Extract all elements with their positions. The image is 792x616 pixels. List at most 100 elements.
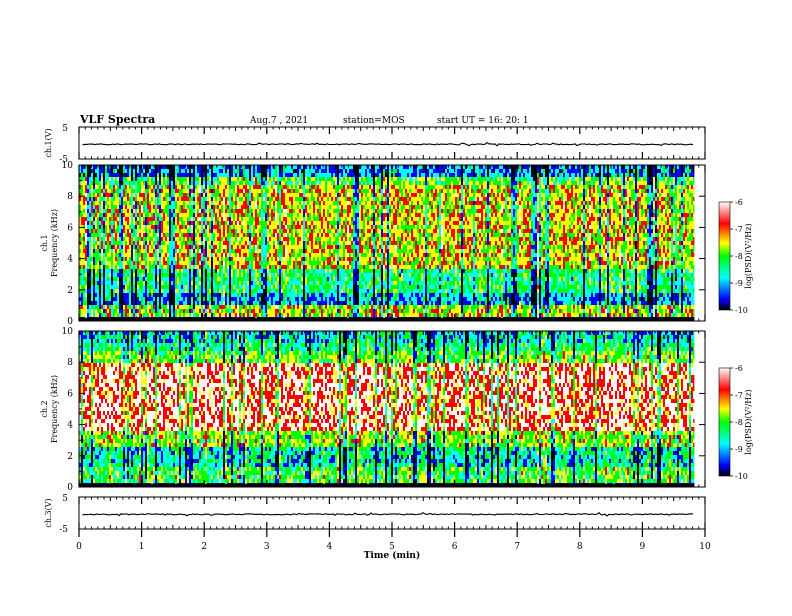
spectrogram-cell [293,201,295,205]
spectrogram-cell [301,209,303,213]
spectrogram-cell [283,281,285,285]
spectrogram-cell [323,277,325,281]
spectrogram-cell [255,173,257,177]
spectrogram-cell [243,253,245,257]
spectrogram-cell [145,313,147,317]
spectrogram-cell [297,181,299,185]
spectrogram-cell [79,285,81,289]
spectrogram-cell [79,281,81,285]
spectrogram-cell [323,213,325,217]
spectrogram-cell [279,293,281,297]
spectrogram-cell [161,253,163,257]
spectrogram-cell [159,205,161,209]
spectrogram-cell [203,221,205,225]
spectrogram-cell [169,265,171,269]
spectrogram-cell [253,265,255,269]
spectrogram-cell [315,305,317,309]
spectrogram-cell [295,313,297,317]
spectrogram-cell [259,313,261,317]
spectrogram-cell [89,233,91,237]
spectrogram-cell [293,249,295,253]
spectrogram-cell [203,241,205,245]
spectrogram-cell [179,169,181,173]
spectrogram-cell [115,257,117,261]
spectrogram-cell [87,209,89,213]
spectrogram-cell [291,237,293,241]
spectrogram-cell [117,301,119,305]
spectrogram-cell [241,237,243,241]
spectrogram-cell [311,313,313,317]
spectrogram-cell [221,177,223,181]
spectrogram-cell [159,269,161,273]
spectrogram-cell [163,221,165,225]
spectrogram-cell [193,265,195,269]
spectrogram-cell [259,309,261,313]
spectrogram-cell [145,277,147,281]
spectrogram-cell [107,237,109,241]
spectrogram-cell [281,205,283,209]
spectrogram-cell [255,225,257,229]
spectrogram-cell [235,285,237,289]
spectrogram-cell [93,241,95,245]
spectrogram-cell [251,241,253,245]
spectrogram-cell [277,181,279,185]
spectrogram-cell [119,269,121,273]
spectrogram-cell [107,233,109,237]
spectrogram-cell [193,201,195,205]
spectrogram-cell [137,297,139,301]
spectrogram-cell [153,281,155,285]
spectrogram-cell [149,281,151,285]
spectrogram-cell [181,273,183,277]
spectrogram-cell [283,289,285,293]
spectrogram-cell [145,225,147,229]
spectrogram-cell [169,253,171,257]
spectrogram-cell [79,189,81,193]
spectrogram-cell [149,253,151,257]
spectrogram-cell [137,309,139,313]
spectrogram-cell [303,193,305,197]
spectrogram-cell [319,221,321,225]
spectrogram-cell [97,293,99,297]
spectrogram-cell [227,249,229,253]
spectrogram-cell [119,205,121,209]
spectrogram-cell [175,217,177,221]
spectrogram-cell [331,229,333,233]
spectrogram-cell [283,185,285,189]
spectrogram-cell [167,273,169,277]
spectrogram-cell [291,173,293,177]
spectrogram-cell [293,269,295,273]
spectrogram-cell [327,221,329,225]
spectrogram-cell [329,189,331,193]
spectrogram-cell [105,229,107,233]
spectrogram-cell [103,269,105,273]
spectrogram-cell [285,189,287,193]
spectrogram-cell [121,229,123,233]
spectrogram-cell [91,209,93,213]
spectrogram-cell [193,281,195,285]
spectrogram-cell [217,245,219,249]
spectrogram-cell [331,209,333,213]
spectrogram-cell [125,213,127,217]
spectrogram-cell [101,181,103,185]
spectrogram-cell [305,185,307,189]
spectrogram-cell [279,277,281,281]
spectrogram-cell [299,265,301,269]
spectrogram-cell [129,181,131,185]
spectrogram-cell [241,277,243,281]
spectrogram-cell [235,293,237,297]
spectrogram-cell [297,309,299,313]
spectrogram-cell [237,277,239,281]
spectrogram-cell [253,249,255,253]
spectrogram-cell [165,281,167,285]
spectrogram-cell [155,209,157,213]
spectrogram-cell [187,261,189,265]
spectrogram-cell [135,197,137,201]
spectrogram-cell [81,293,83,297]
spectrogram-cell [317,241,319,245]
spectrogram-cell [93,197,95,201]
spectrogram-cell [315,249,317,253]
spectrogram-cell [313,201,315,205]
spectrogram-cell [207,285,209,289]
spectrogram-cell [237,261,239,265]
spectrogram-cell [127,209,129,213]
